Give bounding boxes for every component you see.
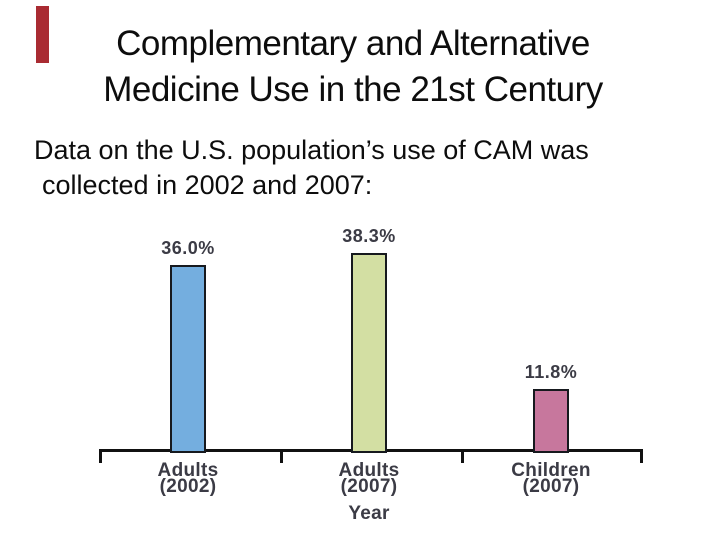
category-line1: Children: [511, 460, 591, 481]
bar-value-label: 11.8%: [524, 362, 578, 383]
category-line2: (2007): [340, 476, 398, 497]
bar-group-adults-2007: 38.3% Adults (2007): [299, 0, 439, 540]
category-line1: Adults: [157, 460, 219, 481]
x-axis-title: Year: [348, 503, 390, 524]
bar-rect: [533, 389, 569, 453]
category-label: Children (2007): [481, 460, 621, 497]
slide-body-line1: Data on the U.S. population’s use of CAM…: [34, 135, 589, 165]
slide-body-text: Data on the U.S. population’s use of CAM…: [34, 133, 674, 203]
category-label: Adults (2007): [299, 460, 439, 497]
slide-title-line2: Medicine Use in the 21st Century: [103, 70, 603, 109]
bar-group-adults-2002: 36.0% Adults (2002): [118, 0, 258, 540]
bar-rect: [351, 252, 387, 453]
slide-title-line1: Complementary and Alternative: [116, 24, 590, 63]
axis-tick: [99, 449, 102, 463]
category-label: Adults (2002): [118, 460, 258, 497]
slide-body-line2: collected in 2002 and 2007:: [42, 170, 373, 200]
axis-tick: [280, 449, 283, 463]
bar-group-children-2007: 11.8% Children (2007): [481, 0, 621, 540]
bar-value-label: 38.3%: [342, 225, 396, 246]
category-line2: (2002): [159, 476, 217, 497]
axis-tick: [461, 449, 464, 463]
category-line1: Adults: [338, 460, 400, 481]
axis-tick: [640, 449, 643, 463]
slide-title: Complementary and Alternative Medicine U…: [30, 21, 676, 113]
bar-value-label: 36.0%: [161, 237, 215, 258]
accent-bar: [36, 6, 49, 63]
category-line2: (2007): [522, 476, 580, 497]
bar-rect: [170, 264, 206, 453]
